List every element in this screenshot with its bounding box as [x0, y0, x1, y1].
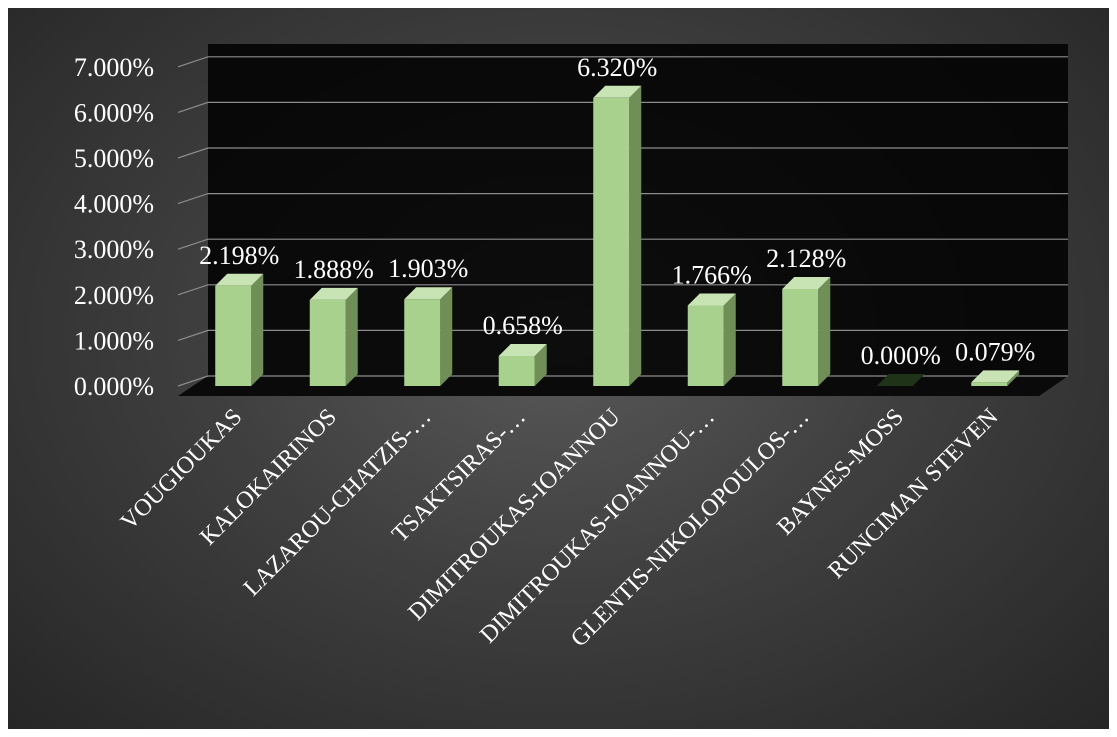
- x-axis-category-labels: VOUGIOUKASKALOKAIRINOSLAZAROU-CHATZIS-…T…: [116, 404, 1004, 652]
- bar-chart: 0.000% 1.000% 2.000% 3.000% 4.000% 5.000% 6.00…: [74, 44, 1068, 652]
- bar-front: [687, 305, 724, 386]
- y-tick-label: 1.000%: [74, 326, 154, 355]
- bar-front: [309, 299, 346, 386]
- gridline: [177, 101, 1068, 113]
- bar: [404, 287, 453, 386]
- bar-top: [687, 293, 736, 306]
- bar-front: [404, 299, 441, 386]
- gridline: [177, 329, 1068, 341]
- bar-side: [629, 85, 642, 387]
- bar-front: [971, 382, 1008, 386]
- bar-side: [1007, 370, 1020, 386]
- y-tick-label: 3.000%: [74, 235, 154, 264]
- bars: [215, 85, 1020, 387]
- bar-front: [593, 97, 630, 387]
- bar-front: [498, 355, 535, 386]
- bar-side: [251, 273, 264, 386]
- data-label: 1.888%: [294, 255, 374, 284]
- data-label: 1.903%: [388, 254, 468, 283]
- bar-top: [498, 343, 547, 356]
- bar-side: [723, 293, 736, 386]
- data-label: 0.658%: [483, 311, 563, 340]
- bar: [215, 273, 264, 386]
- data-label: 1.766%: [672, 260, 752, 289]
- y-tick-label: 6.000%: [74, 98, 154, 127]
- bar: [309, 287, 358, 386]
- bar-top: [404, 287, 453, 300]
- data-label: 2.128%: [766, 244, 846, 273]
- bar-front: [782, 288, 819, 386]
- bar: [876, 374, 925, 386]
- bar-side: [534, 343, 547, 386]
- bar-top: [309, 287, 358, 300]
- x-tick-label: RUNCIMAN STEVEN: [823, 404, 1003, 584]
- data-label: 0.079%: [955, 337, 1035, 366]
- data-label: 6.320%: [577, 53, 657, 82]
- bar: [782, 276, 831, 386]
- bar: [593, 85, 642, 387]
- y-tick-label: 0.000%: [74, 372, 154, 401]
- y-tick-label: 4.000%: [74, 190, 154, 219]
- bar: [687, 293, 736, 386]
- gridline: [177, 56, 1068, 68]
- bar-top: [971, 370, 1020, 383]
- bar-top: [876, 374, 925, 386]
- gridline: [177, 193, 1068, 205]
- bar-side: [345, 287, 358, 386]
- gridline: [177, 375, 1068, 387]
- chart-container: 0.000% 1.000% 2.000% 3.000% 4.000% 5.000% 6.00…: [8, 8, 1109, 729]
- data-label: 0.000%: [861, 341, 941, 370]
- bar-top: [593, 85, 642, 98]
- bar-side: [440, 287, 453, 386]
- bar-front: [215, 285, 252, 386]
- gridline: [177, 238, 1068, 250]
- bar-top: [782, 276, 831, 289]
- x-tick-label: LAZAROU-CHATZIS-…: [239, 404, 437, 602]
- gridline: [177, 284, 1068, 296]
- y-axis-tick-labels: 0.000% 1.000% 2.000% 3.000% 4.000% 5.000% 6.00…: [74, 53, 154, 401]
- bar: [971, 370, 1020, 386]
- y-tick-label: 5.000%: [74, 144, 154, 173]
- bar: [498, 343, 547, 386]
- gridline: [177, 147, 1068, 159]
- bar-top: [215, 273, 264, 286]
- y-tick-label: 2.000%: [74, 281, 154, 310]
- gridlines: [177, 56, 1068, 387]
- bar-side: [818, 276, 831, 386]
- data-labels: 2.198% 1.888% 1.903% 0.658% 6.320% 1.766% 2.12…: [199, 53, 1035, 370]
- y-tick-label: 7.000%: [74, 53, 154, 82]
- data-label: 2.198%: [199, 241, 279, 270]
